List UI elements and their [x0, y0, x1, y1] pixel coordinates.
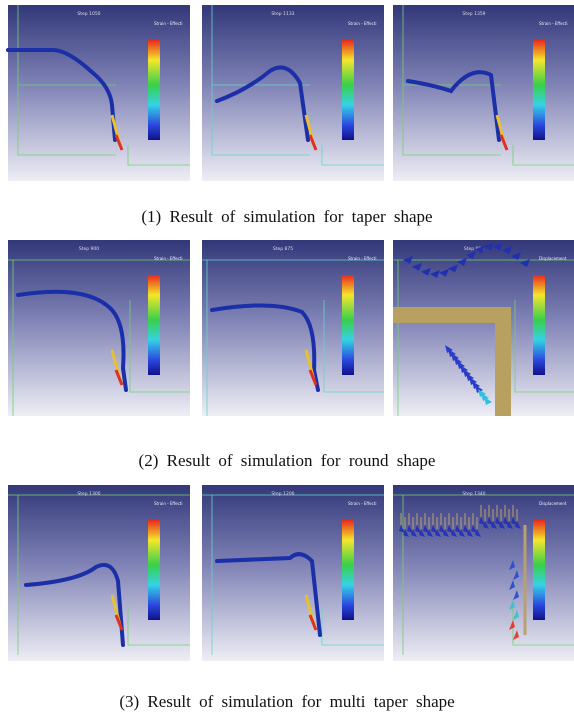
- step-label: Step 1050: [77, 11, 100, 17]
- color-bar: [342, 275, 354, 375]
- color-bar: [342, 40, 354, 140]
- legend-title: Strain - Effecti: [539, 21, 567, 26]
- panel-background: [8, 485, 190, 661]
- step-label: Step 900: [79, 246, 99, 252]
- sim-panel: Step 1050 Strain - Effecti: [8, 5, 190, 181]
- legend-title: Strain - Effecti: [154, 21, 182, 26]
- step-label: Step 1300: [77, 491, 100, 497]
- color-bar: [148, 40, 160, 140]
- step-label: Step 1200: [271, 491, 294, 497]
- figure: Step 1050 Strain - Effecti Step 1133 Strain…: [0, 0, 574, 717]
- color-bar: [148, 520, 160, 620]
- legend-title: Displacement: [539, 256, 567, 261]
- panel-background: [8, 240, 190, 416]
- sim-panel: Step 1133 Strain - Effecti: [202, 5, 384, 181]
- figure-caption: (3) Result of simulation for multi taper…: [119, 692, 454, 711]
- sim-panel: Step 1200 Strain - Effecti: [202, 485, 384, 661]
- sim-panel: Step 875 Strain - Effecti: [202, 240, 384, 416]
- color-bar: [533, 275, 545, 375]
- legend-title: Strain - Effecti: [154, 256, 182, 261]
- step-label: Step 1340: [462, 491, 485, 497]
- legend-title: Strain - Effecti: [348, 21, 376, 26]
- color-bar: [533, 40, 545, 140]
- panel-background: [202, 485, 384, 661]
- step-label: Step 1133: [271, 11, 294, 17]
- step-label: Step 875: [273, 246, 293, 252]
- legend-title: Displacement: [539, 501, 567, 506]
- sim-panel: Step 1359 Strain - Effecti: [393, 5, 574, 181]
- legend-title: Strain - Effecti: [154, 501, 182, 506]
- sim-panel: Step 900 Strain - Effecti: [8, 240, 190, 416]
- sim-panel: Step 1300 Strain - Effecti: [8, 485, 190, 661]
- figure-caption: (1) Result of simulation for taper shape: [141, 207, 432, 226]
- legend-title: Strain - Effecti: [348, 501, 376, 506]
- color-bar: [148, 275, 160, 375]
- panel-background: [202, 240, 384, 416]
- step-label: Step 1359: [462, 11, 485, 17]
- color-bar: [342, 520, 354, 620]
- panel-background: [393, 485, 574, 661]
- legend-title: Strain - Effecti: [348, 256, 376, 261]
- figure-caption: (2) Result of simulation for round shape: [139, 451, 436, 470]
- sim-panel: Step 1340 Displacement: [393, 485, 574, 661]
- color-bar: [533, 520, 545, 620]
